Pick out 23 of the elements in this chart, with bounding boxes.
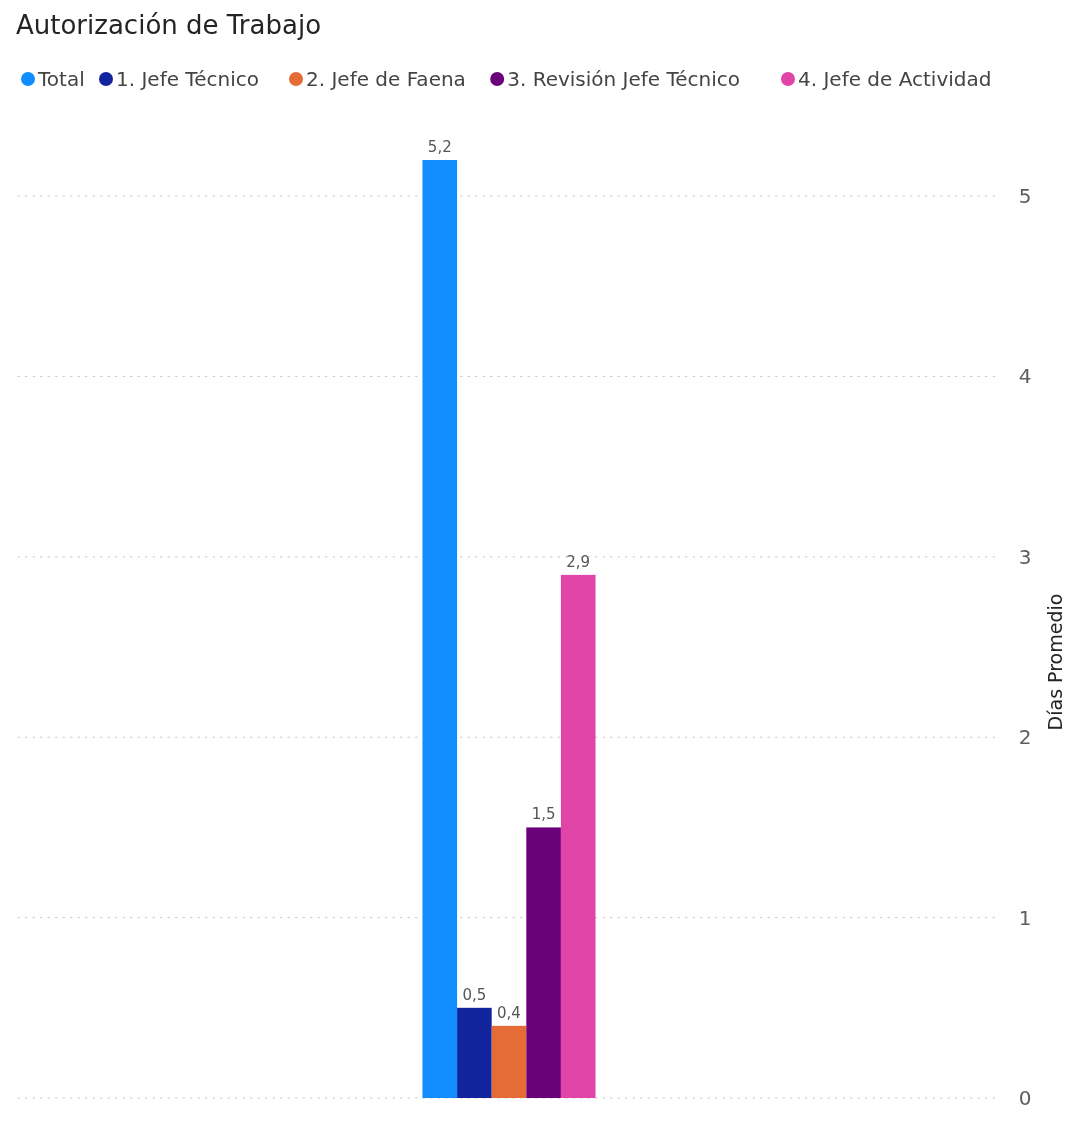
legend-label: 4. Jefe de Actividad	[798, 67, 992, 91]
y-tick-label: 3	[1018, 544, 1032, 569]
legend-label: 1. Jefe Técnico	[116, 67, 259, 91]
legend-label: 3. Revisión Jefe Técnico	[507, 67, 741, 91]
y-tick-label: 0	[1018, 1086, 1032, 1110]
legend-label: Total	[37, 67, 85, 91]
bar	[526, 827, 561, 1098]
y-tick-label: 4	[1018, 364, 1032, 389]
chart-title: Autorización de Trabajo	[16, 10, 322, 40]
y-tick-label: 2	[1018, 725, 1032, 750]
bar	[491, 1025, 527, 1098]
bar	[457, 1007, 492, 1098]
data-label: 1,5	[531, 805, 556, 824]
data-label: 2,9	[566, 552, 591, 571]
y-tick-label: 5	[1018, 184, 1032, 209]
legend-label: 2. Jefe de Faena	[306, 67, 466, 91]
data-label: 0,4	[497, 1003, 521, 1022]
data-label: 0,5	[462, 985, 487, 1004]
bar	[422, 160, 458, 1098]
bar	[560, 574, 596, 1098]
data-label: 5,2	[427, 138, 452, 156]
y-axis-title: Días Promedio	[1044, 593, 1066, 731]
y-tick-label: 1	[1018, 905, 1032, 930]
